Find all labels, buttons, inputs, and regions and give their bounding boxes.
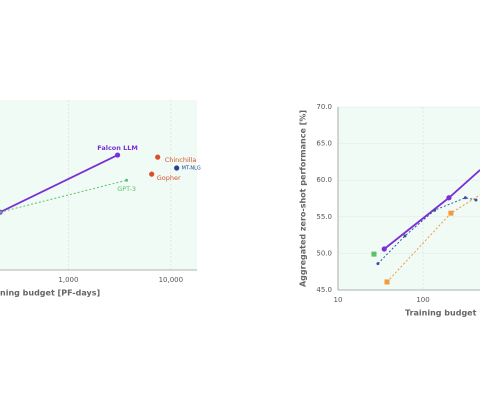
marker	[403, 234, 407, 238]
marker	[149, 171, 155, 177]
marker	[0, 210, 2, 214]
marker	[155, 154, 161, 160]
plot-area	[338, 107, 480, 290]
marker	[376, 262, 380, 266]
marker	[474, 198, 478, 202]
marker	[433, 208, 437, 212]
x-tick-label: 1,000	[58, 276, 78, 284]
marker	[371, 251, 377, 257]
marker	[114, 152, 121, 158]
y-tick-label: 60.0	[316, 176, 332, 184]
y-axis-label: Aggregated zero-shot performance [%]	[299, 110, 308, 287]
marker	[381, 246, 387, 252]
series-line	[0, 179, 127, 213]
marker	[125, 178, 129, 182]
marker	[446, 195, 452, 201]
point-label: Falcon LLM	[97, 144, 138, 152]
x-tick-label: 10,000	[159, 276, 184, 284]
chart: 10 100 45.0 50.0 55.0 60.0 65.0 70.0 Training bu…	[299, 103, 480, 318]
point-label: MT-NLG	[182, 166, 201, 172]
marker	[174, 165, 180, 171]
marker	[463, 196, 467, 200]
y-tick-label: 70.0	[316, 103, 332, 111]
x-axis-label: Training budget	[405, 309, 477, 318]
marker	[384, 279, 390, 285]
point-label: GPT-3	[117, 185, 136, 193]
marker	[448, 210, 454, 216]
y-tick-label: 45.0	[316, 286, 332, 294]
x-tick-label: 10	[334, 296, 343, 304]
series-line	[0, 154, 118, 214]
y-tick-label: 50.0	[316, 249, 332, 257]
plot-area	[0, 100, 197, 270]
chart: 1,000 10,000 ning budget [PF-days] Falcon L…	[0, 100, 201, 298]
y-tick-label: 65.0	[316, 140, 332, 148]
y-tick-label: 55.0	[316, 213, 332, 221]
x-axis-label: ning budget [PF-days]	[0, 289, 100, 298]
point-label: Chinchilla	[165, 156, 197, 164]
point-label: Gopher	[157, 174, 181, 182]
x-tick-label: 100	[416, 296, 429, 304]
